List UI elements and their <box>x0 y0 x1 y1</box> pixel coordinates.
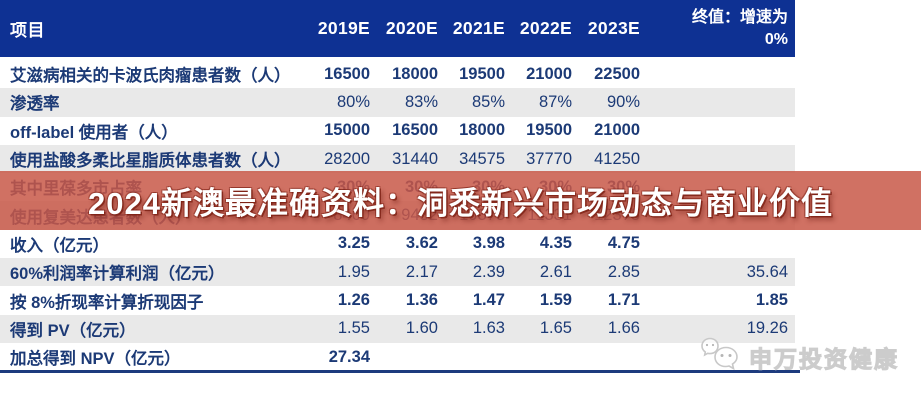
row-label: 收入（亿元） <box>10 236 109 255</box>
table-row: 加总得到 NPV（亿元） 27.34 <box>0 343 795 371</box>
cell-value-2019e: 1.26 <box>337 291 370 310</box>
header-cell-2019e: 2019E <box>317 18 370 38</box>
watermark: 申万投资健康 <box>700 336 899 379</box>
cell-value-2020e: 83% <box>404 92 438 111</box>
header-cell-2023e: 2023E <box>587 18 640 38</box>
cell-value-2023e: 41250 <box>594 149 640 168</box>
cell-value-2021e: 1.47 <box>472 291 505 310</box>
cell-value-2020e: 3.62 <box>405 234 438 253</box>
cell-value-2019e: 1.95 <box>337 262 370 281</box>
header-cell-terminal-value: 终值：增速为 0% <box>640 7 788 50</box>
cell-value-2021e: 34575 <box>459 149 505 168</box>
cell-value-2020e: 31440 <box>392 149 438 168</box>
cell-value-2023e: 4.75 <box>607 234 640 253</box>
cell-value-2022e: 4.35 <box>539 234 572 253</box>
table-header-row: 项目 2019E 2020E 2021E 2022E 2023E 终值：增速为 … <box>0 0 795 57</box>
wechat-icon <box>700 336 744 379</box>
overlay-banner: 2024新澳最准确资料：洞悉新兴市场动态与商业价值 <box>0 171 921 230</box>
cell-value-2023e: 1.66 <box>607 319 640 338</box>
cell-value-2022e: 1.59 <box>539 291 572 310</box>
cell-terminal-value: 35.64 <box>746 262 788 281</box>
cell-value-2019e: 1.55 <box>337 319 370 338</box>
terminal-header-line1: 终值：增速为 <box>691 8 788 26</box>
cell-value-2019e: 16500 <box>324 64 370 83</box>
overlay-banner-text: 2024新澳最准确资料：洞悉新兴市场动态与商业价值 <box>88 186 833 221</box>
table-row: off-label 使用者（人） 15000 16500 18000 19500… <box>0 117 795 145</box>
table-row: 按 8%折现率计算折现因子 1.26 1.36 1.47 1.59 1.71 1… <box>0 286 795 314</box>
table-row: 使用盐酸多柔比星脂质体患者数（人） 28200 31440 34575 3777… <box>0 144 795 174</box>
watermark-text: 申万投资健康 <box>749 346 899 373</box>
cell-value-2019e: 28200 <box>324 149 370 168</box>
cell-value-2019e: 3.25 <box>337 234 370 253</box>
cell-value-2021e: 19500 <box>459 64 505 83</box>
cell-value-2022e: 19500 <box>526 121 572 140</box>
row-label: 按 8%折现率计算折现因子 <box>10 293 204 312</box>
cell-value-2021e: 85% <box>471 92 505 111</box>
header-cell-2021e: 2021E <box>452 18 505 38</box>
row-label: 60%利润率计算利润（亿元） <box>10 265 225 284</box>
cell-value-2020e: 2.17 <box>405 262 438 281</box>
cell-value-2021e: 18000 <box>459 121 505 140</box>
row-label: 加总得到 NPV（亿元） <box>10 350 181 369</box>
row-label: 艾滋病相关的卡波氏肉瘤患者数（人） <box>10 67 291 86</box>
header-cell-2020e: 2020E <box>385 18 438 38</box>
table-row: 60%利润率计算利润（亿元） 1.95 2.17 2.39 2.61 2.85 … <box>0 258 795 287</box>
cell-value-2021e: 1.63 <box>472 319 505 338</box>
cell-value-2020e: 1.60 <box>405 319 438 338</box>
cell-value-2019e: 80% <box>336 92 370 111</box>
cell-value-2022e: 1.65 <box>539 319 572 338</box>
cell-value-2023e: 90% <box>606 92 640 111</box>
cell-value-2020e: 18000 <box>392 64 438 83</box>
cell-value-2023e: 22500 <box>594 64 640 83</box>
cell-value-2022e: 87% <box>538 92 572 111</box>
table-bottom-divider <box>0 370 800 373</box>
cell-value-2019e: 27.34 <box>328 347 370 366</box>
cell-value-2022e: 37770 <box>526 149 572 168</box>
row-label: off-label 使用者（人） <box>10 123 178 142</box>
cell-value-2023e: 2.85 <box>607 262 640 281</box>
cell-terminal-value: 1.85 <box>755 291 788 310</box>
valuation-table: 项目 2019E 2020E 2021E 2022E 2023E 终值：增速为 … <box>0 0 800 373</box>
cell-value-2023e: 21000 <box>594 121 640 140</box>
header-cell-2022e: 2022E <box>519 18 572 38</box>
cell-value-2022e: 2.61 <box>539 262 572 281</box>
cell-value-2022e: 21000 <box>526 64 572 83</box>
cell-value-2021e: 3.98 <box>472 234 505 253</box>
cell-value-2023e: 1.71 <box>607 291 640 310</box>
row-label: 渗透率 <box>10 95 60 114</box>
cell-value-2020e: 16500 <box>392 121 438 140</box>
cell-terminal-value: 19.26 <box>746 319 788 338</box>
terminal-header-line2: 0% <box>764 30 788 48</box>
cell-value-2021e: 2.39 <box>472 262 505 281</box>
cell-value-2020e: 1.36 <box>405 291 438 310</box>
table-row: 收入（亿元） 3.25 3.62 3.98 4.35 4.75 <box>0 230 795 258</box>
row-label: 使用盐酸多柔比星脂质体患者数（人） <box>10 152 291 171</box>
table-row: 艾滋病相关的卡波氏肉瘤患者数（人） 16500 18000 19500 2100… <box>0 60 795 88</box>
cell-value-2019e: 15000 <box>324 121 370 140</box>
row-label: 得到 PV（亿元） <box>10 321 136 340</box>
table-row: 得到 PV（亿元） 1.55 1.60 1.63 1.65 1.66 19.26 <box>0 314 795 343</box>
header-cell-project: 项目 <box>10 21 45 40</box>
table-row: 渗透率 80% 83% 85% 87% 90% <box>0 88 795 117</box>
